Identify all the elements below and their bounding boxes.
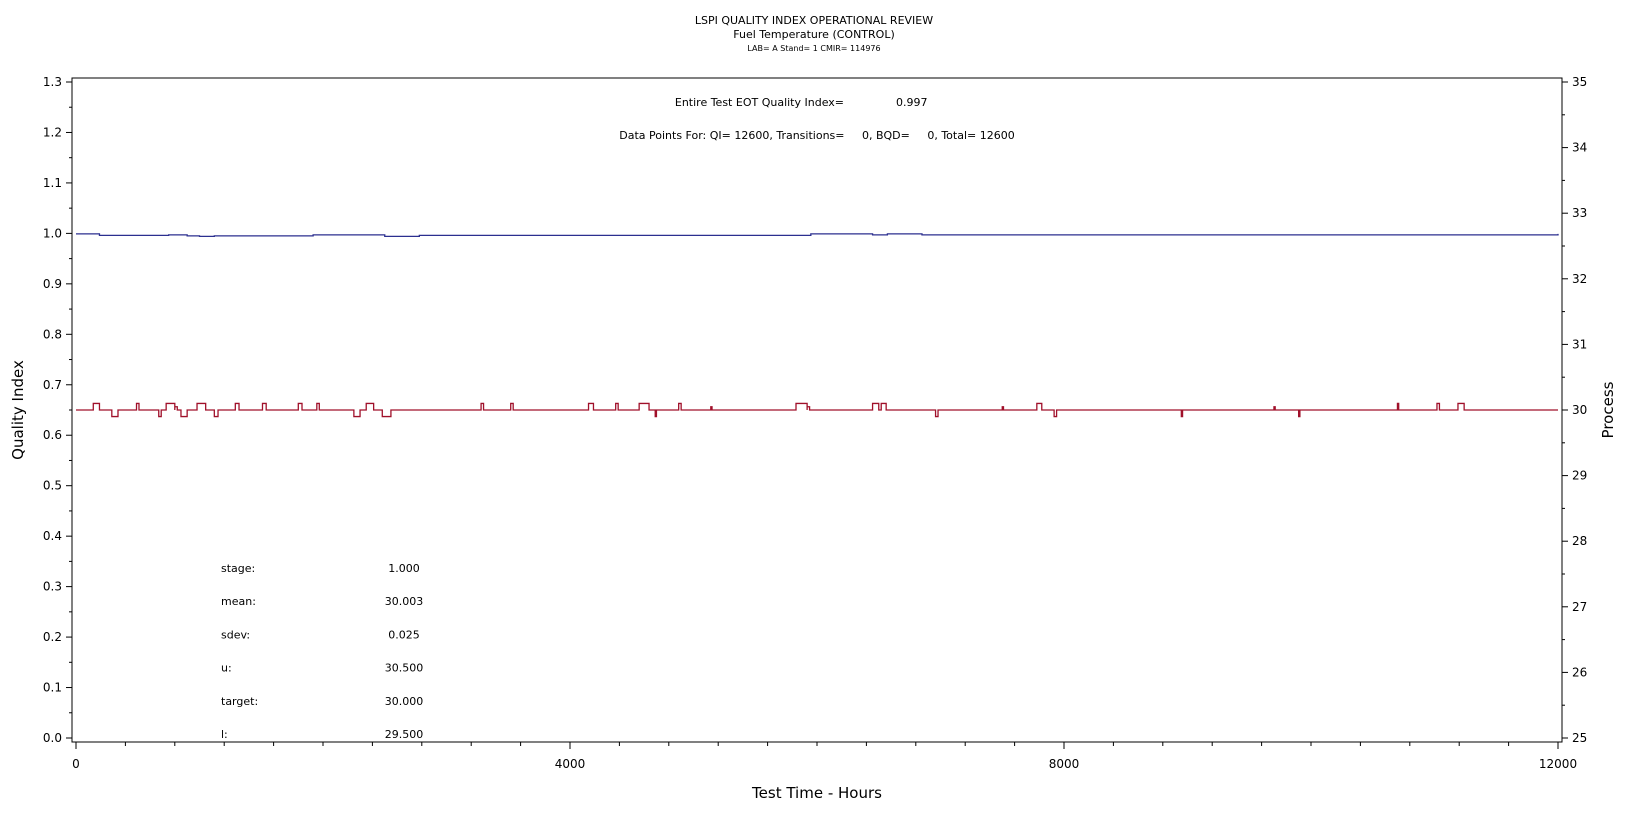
- y-left-tick-label: 0.1: [43, 681, 62, 695]
- x-tick-label: 8000: [1049, 757, 1080, 771]
- y-right-tick-label: 26: [1572, 665, 1587, 679]
- quality-index-line: [76, 233, 1559, 238]
- y-left-tick-label: 0.7: [43, 378, 62, 392]
- x-axis-label: Test Time - Hours: [751, 784, 882, 802]
- x-tick-label: 12000: [1539, 757, 1577, 771]
- stat-label: mean:: [221, 595, 256, 608]
- stat-value: 29.500: [385, 728, 424, 741]
- y-left-tick-label: 0.3: [43, 580, 62, 594]
- y-right-tick-label: 32: [1572, 272, 1587, 286]
- y-right-tick-label: 29: [1572, 469, 1587, 483]
- y-left-tick-label: 0.4: [43, 529, 62, 543]
- data-points-text: Data Points For: QI= 12600, Transitions=…: [619, 129, 1014, 142]
- eot-value: 0.997: [896, 96, 928, 109]
- stat-value: 0.025: [388, 628, 420, 641]
- y-right-tick-label: 34: [1572, 141, 1587, 155]
- stats-panel: stage: 1.000 mean: 30.003 sdev: 0.025 u: 30.500…: [221, 562, 423, 741]
- stat-value: 1.000: [388, 562, 420, 575]
- y-right-tick-label: 25: [1572, 731, 1587, 745]
- chart-title: LSPI QUALITY INDEX OPERATIONAL REVIEW: [695, 14, 933, 27]
- process-line: [76, 402, 1558, 418]
- y-right-tick-label: 33: [1572, 206, 1587, 220]
- x-axis: 0 4000 8000 12000: [72, 742, 1577, 771]
- y-left-tick-label: 0.2: [43, 630, 62, 644]
- y-left-axis: 0.0 0.1 0.2 0.3 0.4 0.5 0.6 0.7 0.8 0.9 1.0 1.1 1.2 1…: [43, 75, 72, 745]
- stat-label: sdev:: [221, 628, 250, 641]
- y-left-tick-label: 0.6: [43, 428, 62, 442]
- chart-subtitle: Fuel Temperature (CONTROL): [733, 28, 895, 41]
- y-left-tick-label: 0.8: [43, 327, 62, 341]
- x-tick-label: 4000: [555, 757, 586, 771]
- stat-label: stage:: [221, 562, 255, 575]
- y-left-tick-label: 0.0: [43, 731, 62, 745]
- y-right-axis-label: Process: [1599, 381, 1617, 438]
- y-left-tick-label: 1.1: [43, 176, 62, 190]
- stat-value: 30.500: [385, 662, 424, 675]
- y-left-tick-label: 1.3: [43, 75, 62, 89]
- y-left-tick-label: 0.5: [43, 479, 62, 493]
- chart-subtitle-2: LAB= A Stand= 1 CMIR= 114976: [747, 44, 880, 53]
- y-right-tick-label: 30: [1572, 403, 1587, 417]
- stat-label: u:: [221, 662, 232, 675]
- y-right-tick-label: 35: [1572, 75, 1587, 89]
- y-right-tick-label: 27: [1572, 600, 1587, 614]
- stat-label: l:: [221, 728, 228, 741]
- y-right-tick-label: 28: [1572, 534, 1587, 548]
- y-left-tick-label: 1.0: [43, 226, 62, 240]
- stat-value: 30.000: [385, 695, 424, 708]
- y-right-tick-label: 31: [1572, 337, 1587, 351]
- stat-label: target:: [221, 695, 258, 708]
- series-layer: [76, 233, 1559, 418]
- eot-label: Entire Test EOT Quality Index=: [675, 96, 844, 109]
- y-right-axis: 25 26 27 28 29 30 31 32 33 34 35: [1562, 75, 1587, 745]
- y-left-axis-label: Quality Index: [9, 360, 27, 460]
- y-left-tick-label: 1.2: [43, 125, 62, 139]
- x-tick-label: 0: [72, 757, 80, 771]
- y-left-tick-label: 0.9: [43, 277, 62, 291]
- stat-value: 30.003: [385, 595, 424, 608]
